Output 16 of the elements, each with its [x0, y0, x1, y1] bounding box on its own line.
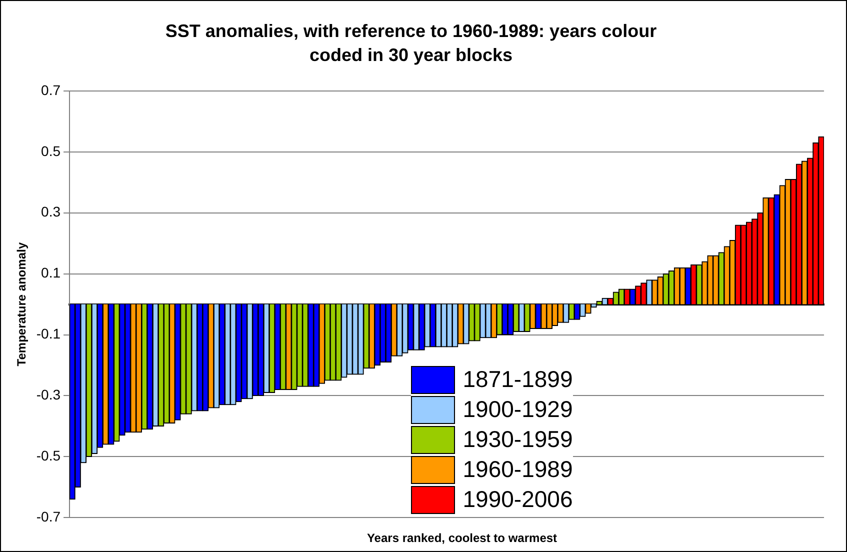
- legend-label: 1990-2006: [462, 486, 573, 514]
- y-tick-label: -0.7: [36, 508, 61, 524]
- y-tick-label: 0.1: [41, 264, 61, 281]
- y-tick-label: 0.7: [41, 82, 61, 98]
- y-tick-label: 0.3: [41, 204, 61, 220]
- legend-label: 1960-1989: [462, 456, 573, 484]
- x-axis-title: Years ranked, coolest to warmest: [366, 531, 558, 545]
- legend-label: 1930-1959: [462, 426, 573, 454]
- y-tick-label: -0.3: [36, 386, 61, 403]
- y-tick-label: -0.1: [36, 326, 61, 342]
- y-axis-title: Temperature anomaly: [14, 242, 29, 366]
- legend-label: 1900-1929: [462, 396, 573, 424]
- y-tick-label: 0.5: [41, 142, 61, 159]
- legend-label: 1871-1899: [462, 366, 573, 394]
- y-tick-label: -0.5: [36, 448, 61, 464]
- chart-title: SST anomalies, with reference to 1960-1989: years colour coded in 30 year blocks: [164, 20, 658, 67]
